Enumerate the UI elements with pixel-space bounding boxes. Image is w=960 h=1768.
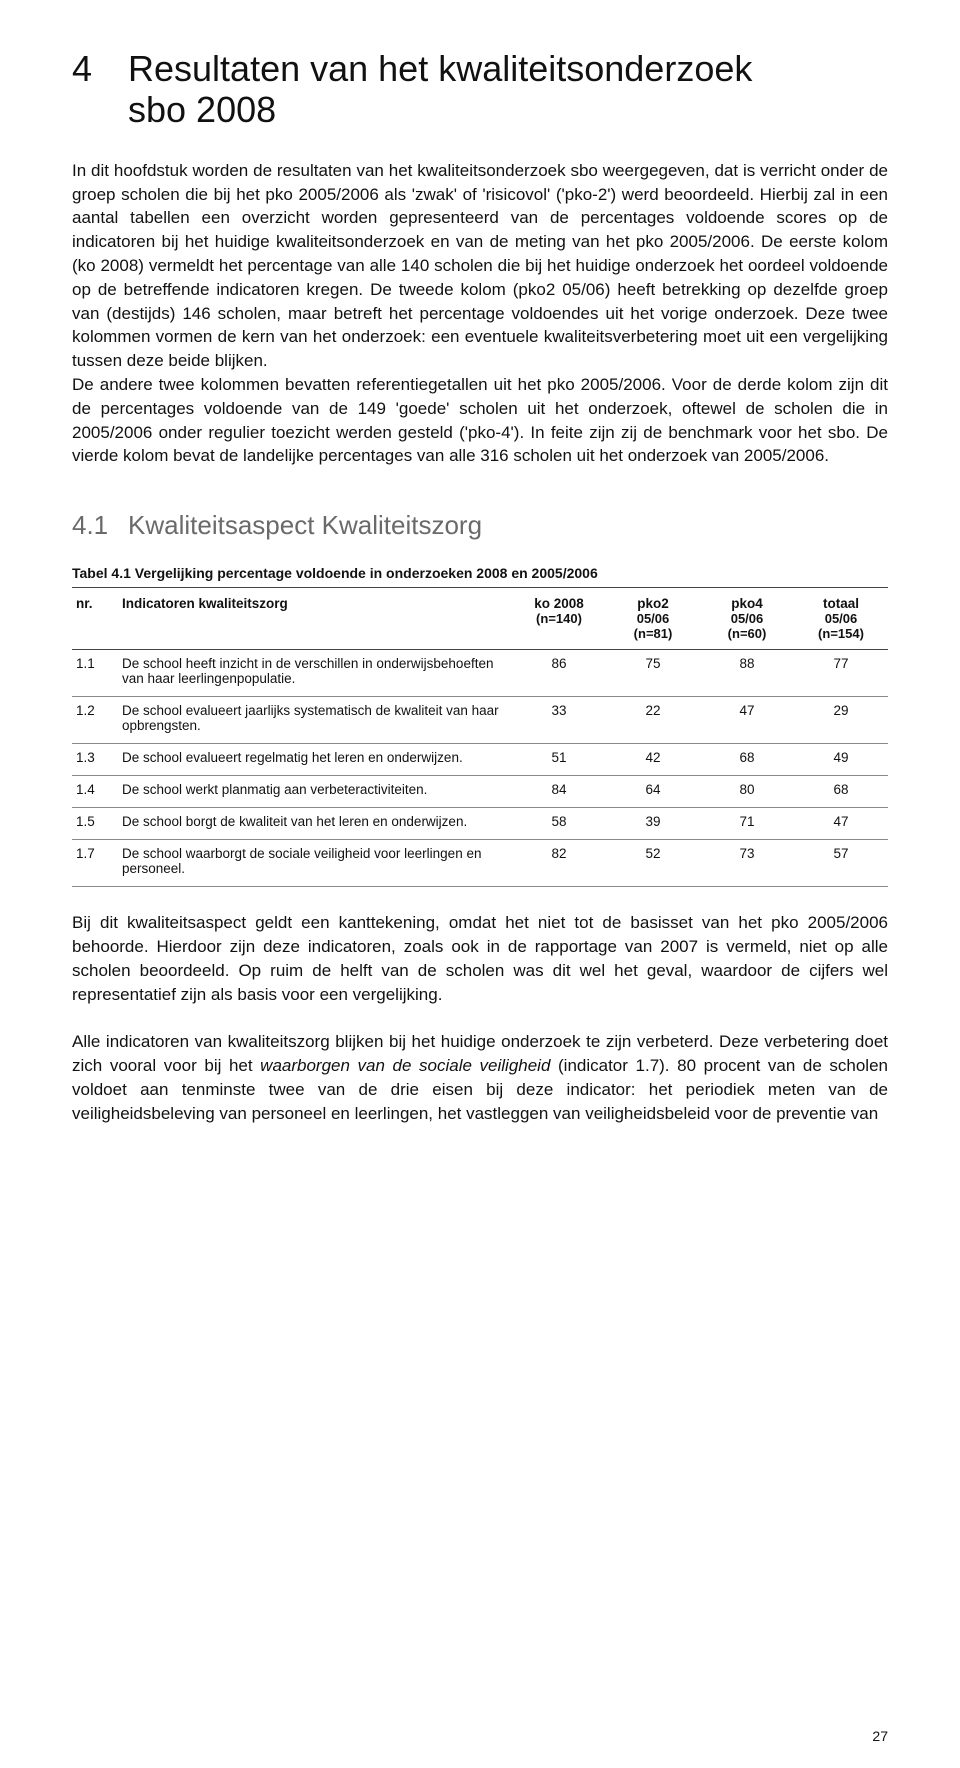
table-row: 1.7De school waarborgt de sociale veilig…	[72, 840, 888, 887]
cell-desc: De school heeft inzicht in de verschille…	[118, 650, 512, 697]
cell-value: 47	[794, 808, 888, 840]
table-row: 1.5De school borgt de kwaliteit van het …	[72, 808, 888, 840]
header-col2-a: pko2	[637, 596, 669, 611]
cell-desc: De school werkt planmatig aan verbeterac…	[118, 776, 512, 808]
cell-nr: 1.4	[72, 776, 118, 808]
header-col2-b: 05/06	[637, 611, 670, 626]
cell-nr: 1.5	[72, 808, 118, 840]
cell-nr: 1.2	[72, 697, 118, 744]
cell-value: 82	[512, 840, 606, 887]
cell-value: 47	[700, 697, 794, 744]
page: 4 Resultaten van het kwaliteitsonderzoek…	[0, 0, 960, 1768]
cell-value: 33	[512, 697, 606, 744]
chapter-number: 4	[72, 48, 128, 89]
cell-desc: De school evalueert jaarlijks systematis…	[118, 697, 512, 744]
header-desc: Indicatoren kwaliteitszorg	[118, 588, 512, 650]
table-row: 1.3De school evalueert regelmatig het le…	[72, 744, 888, 776]
header-col4-b: 05/06	[825, 611, 858, 626]
paragraph-4: Alle indicatoren van kwaliteitszorg blij…	[72, 1030, 888, 1125]
cell-value: 88	[700, 650, 794, 697]
chapter-heading: 4 Resultaten van het kwaliteitsonderzoek…	[72, 48, 888, 131]
table-header-row: nr. Indicatoren kwaliteitszorg ko 2008 (…	[72, 588, 888, 650]
cell-desc: De school borgt de kwaliteit van het ler…	[118, 808, 512, 840]
body-text-block-2: Bij dit kwaliteitsaspect geldt een kantt…	[72, 911, 888, 1125]
table-row: 1.4De school werkt planmatig aan verbete…	[72, 776, 888, 808]
header-col4-a: totaal	[823, 596, 859, 611]
header-col2-c: (n=81)	[634, 626, 673, 641]
cell-desc: De school evalueert regelmatig het leren…	[118, 744, 512, 776]
cell-value: 73	[700, 840, 794, 887]
header-nr: nr.	[72, 588, 118, 650]
cell-value: 42	[606, 744, 700, 776]
header-col3-c: (n=60)	[728, 626, 767, 641]
cell-value: 49	[794, 744, 888, 776]
header-col1-b: (n=140)	[536, 611, 582, 626]
cell-value: 64	[606, 776, 700, 808]
cell-value: 58	[512, 808, 606, 840]
chapter-title-line2: sbo 2008	[128, 89, 276, 130]
cell-value: 80	[700, 776, 794, 808]
table-caption: Tabel 4.1 Vergelijking percentage voldoe…	[72, 565, 888, 581]
cell-desc: De school waarborgt de sociale veilighei…	[118, 840, 512, 887]
table-row: 1.2De school evalueert jaarlijks systema…	[72, 697, 888, 744]
section-heading: 4.1 Kwaliteitsaspect Kwaliteitszorg	[72, 510, 888, 541]
cell-value: 77	[794, 650, 888, 697]
section-number: 4.1	[72, 510, 128, 541]
cell-nr: 1.7	[72, 840, 118, 887]
chapter-title: Resultaten van het kwaliteitsonderzoek s…	[128, 48, 752, 131]
cell-value: 51	[512, 744, 606, 776]
header-col1: ko 2008 (n=140)	[512, 588, 606, 650]
header-col3: pko4 05/06 (n=60)	[700, 588, 794, 650]
header-col3-b: 05/06	[731, 611, 764, 626]
body-text-block-1: In dit hoofdstuk worden de resultaten va…	[72, 159, 888, 468]
chapter-title-line1: Resultaten van het kwaliteitsonderzoek	[128, 48, 752, 89]
header-col4-c: (n=154)	[818, 626, 864, 641]
header-col2: pko2 05/06 (n=81)	[606, 588, 700, 650]
table-kwaliteitszorg: nr. Indicatoren kwaliteitszorg ko 2008 (…	[72, 587, 888, 887]
paragraph-1: In dit hoofdstuk worden de resultaten va…	[72, 159, 888, 373]
cell-value: 86	[512, 650, 606, 697]
cell-value: 22	[606, 697, 700, 744]
table-body: 1.1De school heeft inzicht in de verschi…	[72, 650, 888, 887]
table-row: 1.1De school heeft inzicht in de verschi…	[72, 650, 888, 697]
cell-value: 29	[794, 697, 888, 744]
cell-value: 57	[794, 840, 888, 887]
cell-value: 68	[794, 776, 888, 808]
header-col3-a: pko4	[731, 596, 763, 611]
cell-value: 71	[700, 808, 794, 840]
cell-value: 52	[606, 840, 700, 887]
paragraph-3: Bij dit kwaliteitsaspect geldt een kantt…	[72, 911, 888, 1006]
paragraph-2: De andere twee kolommen bevatten referen…	[72, 373, 888, 468]
cell-nr: 1.3	[72, 744, 118, 776]
cell-value: 39	[606, 808, 700, 840]
paragraph-4-italic: waarborgen van de sociale veiligheid	[260, 1056, 550, 1075]
header-col1-a: ko 2008	[534, 596, 584, 611]
cell-value: 75	[606, 650, 700, 697]
page-number: 27	[872, 1728, 888, 1744]
cell-value: 84	[512, 776, 606, 808]
section-title: Kwaliteitsaspect Kwaliteitszorg	[128, 510, 482, 541]
cell-nr: 1.1	[72, 650, 118, 697]
header-col4: totaal 05/06 (n=154)	[794, 588, 888, 650]
cell-value: 68	[700, 744, 794, 776]
